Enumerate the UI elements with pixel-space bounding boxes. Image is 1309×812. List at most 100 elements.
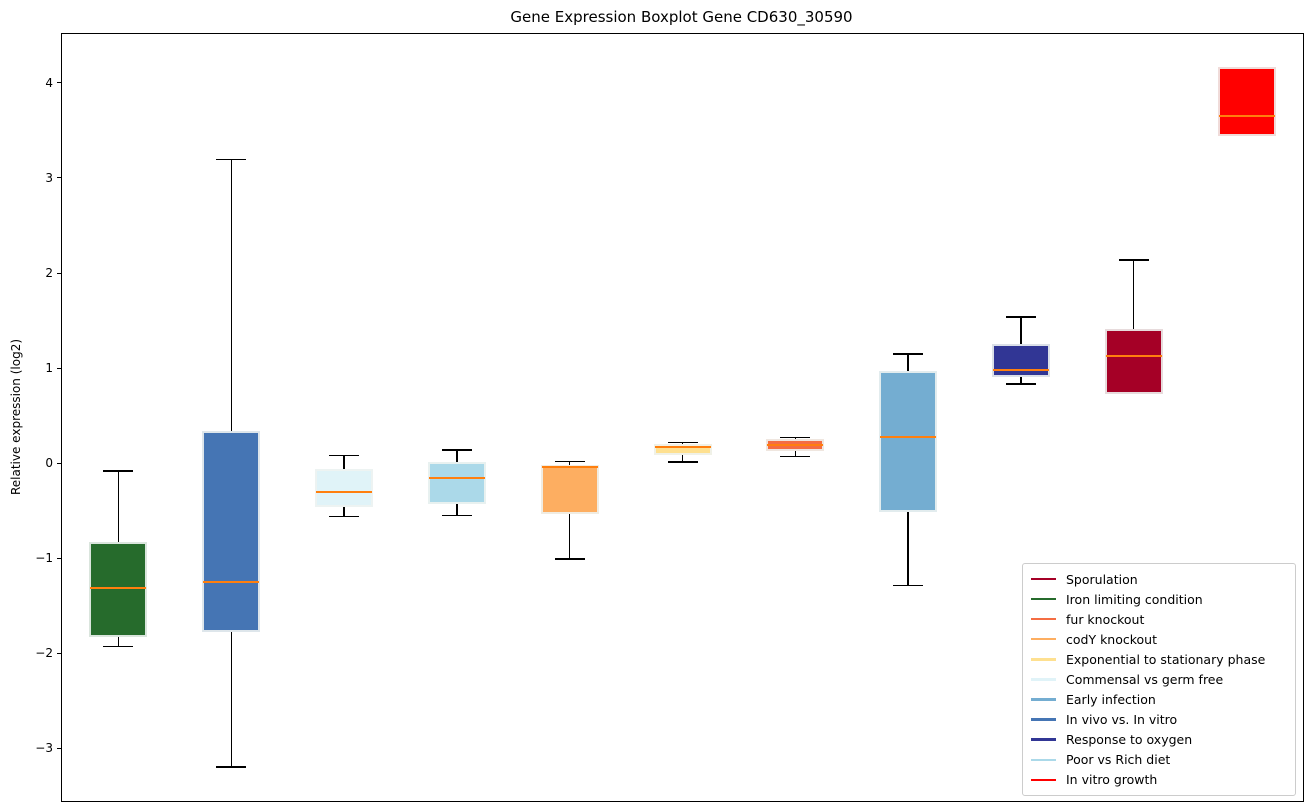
- y-tick-label: 3: [45, 170, 53, 185]
- upper-cap: [554, 460, 585, 463]
- lower-cap: [893, 584, 924, 587]
- legend-item: Sporulation: [1031, 572, 1287, 587]
- upper-whisker: [1020, 316, 1022, 344]
- upper-cap: [329, 455, 360, 457]
- y-tick-label: −2: [35, 646, 53, 661]
- lower-cap: [667, 461, 698, 463]
- y-tick-label: −1: [35, 551, 53, 566]
- median-line: [316, 491, 373, 494]
- upper-whisker: [907, 353, 909, 372]
- lower-whisker: [681, 455, 684, 463]
- legend-swatch: [1031, 658, 1056, 661]
- y-tick-mark: [57, 747, 61, 749]
- lower-cap: [554, 558, 585, 560]
- lower-whisker: [456, 504, 458, 516]
- legend-swatch: [1031, 597, 1056, 601]
- box: [202, 431, 261, 632]
- legend-label: In vivo vs. In vitro: [1066, 712, 1178, 728]
- y-tick-label: 4: [45, 75, 53, 90]
- legend-swatch: [1031, 678, 1056, 681]
- median-line: [541, 466, 598, 469]
- box: [991, 343, 1050, 378]
- legend-label: Early infection: [1066, 692, 1156, 707]
- median-line: [992, 369, 1049, 372]
- lower-whisker: [569, 513, 571, 560]
- legend-item: Commensal vs germ free: [1031, 672, 1287, 687]
- lower-whisker: [1020, 377, 1022, 385]
- box: [879, 371, 938, 513]
- legend-swatch: [1031, 718, 1056, 721]
- y-tick-mark: [57, 177, 61, 179]
- legend-label: Poor vs Rich diet: [1066, 752, 1171, 768]
- lower-cap: [441, 514, 472, 516]
- y-tick-mark: [57, 652, 61, 654]
- legend-swatch: [1031, 617, 1056, 621]
- legend-label: In vitro growth: [1066, 772, 1158, 788]
- upper-whisker: [343, 455, 345, 470]
- box: [1104, 328, 1163, 395]
- median-line: [654, 446, 711, 449]
- legend-item: Response to oxygen: [1031, 732, 1287, 747]
- upper-cap: [1005, 316, 1036, 318]
- median-line: [1218, 114, 1275, 117]
- y-tick-label: 2: [45, 266, 53, 280]
- lower-whisker: [343, 507, 345, 517]
- legend-label: codY knockout: [1066, 631, 1158, 647]
- legend-item: In vitro growth: [1031, 772, 1287, 787]
- upper-whisker: [569, 460, 571, 465]
- lower-cap: [1005, 383, 1036, 385]
- y-tick-mark: [57, 82, 61, 84]
- box: [540, 464, 599, 514]
- legend: Sporulation Iron limiting condition fur kn…: [1022, 563, 1296, 796]
- upper-cap: [103, 470, 134, 472]
- legend-item: Exponential to stationary phase: [1031, 652, 1287, 667]
- upper-whisker: [117, 470, 120, 542]
- median-line: [1105, 355, 1162, 358]
- legend-swatch: [1031, 638, 1056, 641]
- legend-swatch: [1031, 698, 1056, 701]
- y-tick-label: 0: [45, 456, 53, 471]
- y-tick-label: −3: [35, 741, 53, 756]
- chart-title: Gene Expression Boxplot Gene CD630_30590: [510, 8, 853, 26]
- median-line: [203, 581, 260, 584]
- median-line: [90, 587, 147, 590]
- legend-label: Response to oxygen: [1066, 732, 1193, 748]
- legend-label: Iron limiting condition: [1066, 591, 1203, 607]
- lower-cap: [780, 455, 811, 457]
- upper-cap: [441, 449, 472, 451]
- upper-cap: [893, 353, 924, 355]
- legend-label: Exponential to stationary phase: [1066, 651, 1266, 667]
- upper-cap: [780, 436, 811, 439]
- legend-label: Sporulation: [1066, 571, 1138, 587]
- plot-area: [61, 33, 1304, 802]
- legend-swatch: [1031, 778, 1056, 781]
- lower-cap: [103, 645, 134, 648]
- lower-cap: [216, 766, 247, 768]
- box: [1217, 67, 1276, 136]
- y-tick-mark: [57, 272, 61, 274]
- box: [653, 443, 712, 456]
- y-tick-mark: [57, 462, 61, 464]
- box: [427, 461, 486, 505]
- upper-whisker: [1133, 259, 1135, 329]
- legend-label: Commensal vs germ free: [1066, 671, 1224, 687]
- lower-cap: [329, 515, 360, 517]
- upper-cap: [1118, 259, 1149, 261]
- y-tick-mark: [57, 557, 61, 559]
- legend-swatch: [1031, 738, 1056, 741]
- y-tick-mark: [57, 367, 61, 369]
- legend-label: fur knockout: [1066, 611, 1145, 627]
- upper-cap: [216, 158, 247, 160]
- legend-item: Early infection: [1031, 692, 1287, 707]
- upper-cap: [667, 441, 698, 444]
- lower-whisker: [230, 631, 232, 768]
- legend-item: codY knockout: [1031, 632, 1287, 647]
- median-line: [428, 476, 485, 479]
- lower-whisker: [117, 636, 120, 648]
- legend-item: In vivo vs. In vitro: [1031, 712, 1287, 727]
- y-axis-label: Relative expression (log2): [9, 338, 23, 496]
- legend-item: Poor vs Rich diet: [1031, 752, 1287, 767]
- y-tick-label: 1: [45, 361, 53, 376]
- legend-swatch: [1031, 577, 1056, 581]
